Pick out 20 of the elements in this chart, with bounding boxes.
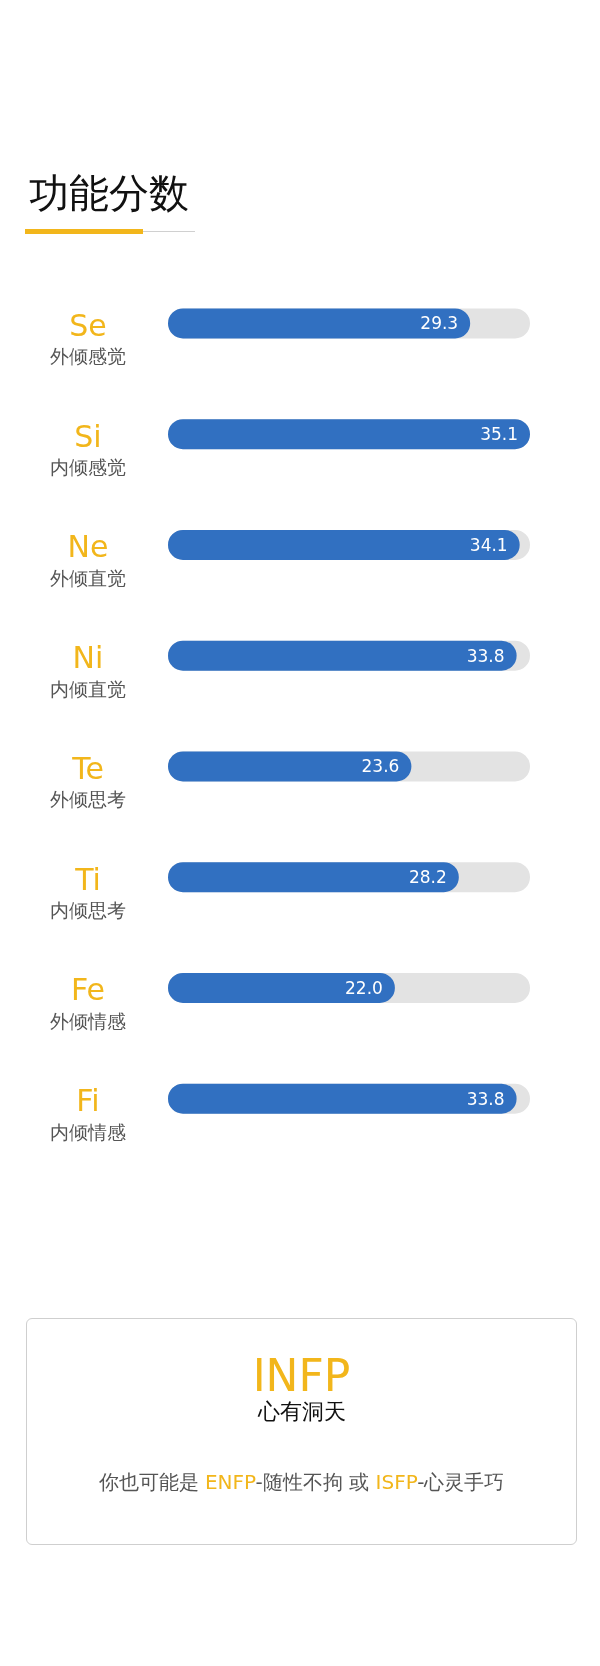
y-tick-label: Ni 内倾直觉 — [50, 640, 126, 700]
y-tick-label: Te 外倾思考 — [50, 750, 126, 811]
data-label: 35.1 — [480, 424, 518, 445]
data-label: 28.2 — [408, 867, 447, 888]
chart-title: 功能分数 — [29, 170, 189, 216]
text: 你也可能是 ENFP-随性不拘 或 ISFP-心灵手巧 — [98, 1470, 505, 1494]
y-tick-label: Si 内倾感觉 — [50, 418, 126, 479]
y-tick-label: Fe 外倾情感 — [50, 972, 126, 1032]
y-tick-label: Fi 内倾情感 — [50, 1083, 126, 1143]
data-label: 23.6 — [361, 756, 400, 777]
y-tick-label: Se 外倾感觉 — [50, 307, 126, 368]
data-label: 33.8 — [466, 1088, 505, 1109]
data-label: 33.8 — [466, 645, 505, 666]
y-tick-label: Ne 外倾直觉 — [50, 529, 126, 589]
data-label: 22.0 — [345, 977, 383, 998]
y-tick-label: Ti 内倾思考 — [50, 861, 126, 922]
text: INFP — [251, 1350, 352, 1401]
data-label: 34.1 — [469, 534, 508, 555]
text: 心有洞天 — [256, 1399, 347, 1425]
data-label: 29.3 — [420, 313, 459, 334]
